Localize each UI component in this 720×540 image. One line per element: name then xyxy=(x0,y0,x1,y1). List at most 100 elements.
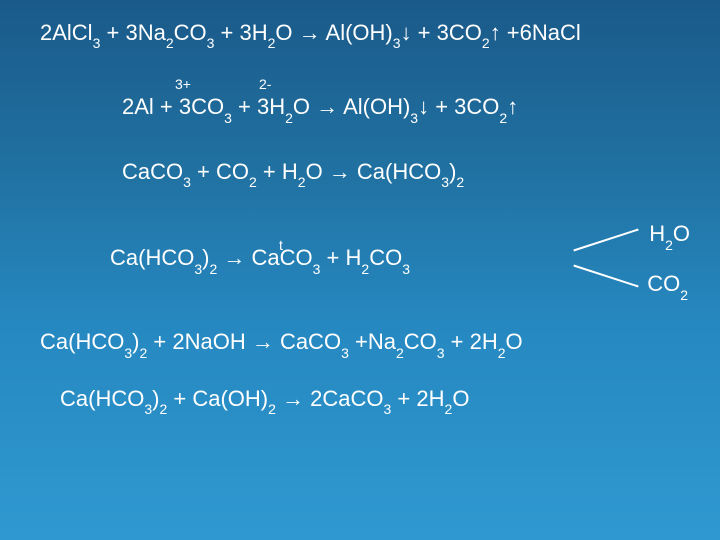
branch-product-bottom: CO2 xyxy=(647,271,688,299)
subscript: 3 xyxy=(313,261,321,277)
text: CO xyxy=(174,20,207,45)
subscript: 3 xyxy=(144,401,152,417)
text: Ca(HCO xyxy=(357,159,441,184)
text: → xyxy=(293,20,326,45)
text: + xyxy=(100,20,125,45)
text: CO xyxy=(216,159,249,184)
charge-right: 2- xyxy=(259,76,271,92)
text: 3Na xyxy=(125,20,165,45)
subscript: 3 xyxy=(341,345,349,361)
text: Ca(HCO xyxy=(60,386,144,411)
text: 2Al xyxy=(122,94,154,119)
text: O xyxy=(452,386,469,411)
subscript: 2 xyxy=(285,110,293,126)
text: + xyxy=(191,159,216,184)
text: O xyxy=(306,159,323,184)
subscript: 3 xyxy=(393,35,401,51)
subscript: 2 xyxy=(249,174,257,190)
equation-1: 2AlCl3 + 3Na2CO3 + 3H2O → Al(OH)3↓ + 3CO… xyxy=(40,20,680,48)
text: O xyxy=(275,20,292,45)
ion-charges: 3+ 2- xyxy=(175,76,680,92)
subscript: 3 xyxy=(183,174,191,190)
equation-6: Ca(HCO3)2 + Ca(OH)2 → 2CaCO3 + 2H2O xyxy=(60,386,680,414)
subscript: 3 xyxy=(224,110,232,126)
subscript: 2 xyxy=(456,174,464,190)
text: + xyxy=(214,20,239,45)
text: → xyxy=(217,245,251,270)
text: + xyxy=(320,245,345,270)
subscript: 2 xyxy=(680,287,688,303)
text: + xyxy=(232,94,257,119)
text: O xyxy=(673,221,690,246)
subscript: 2 xyxy=(499,110,507,126)
equation-4-row: t Ca(HCO3)2 → CaCO3 + H2CO3 H2O CO2 xyxy=(110,227,680,287)
text: + xyxy=(429,94,454,119)
up-arrow: ↑ xyxy=(507,94,518,119)
subscript: 3 xyxy=(441,174,449,190)
up-arrow: ↑ xyxy=(490,20,501,45)
text: + xyxy=(154,94,179,119)
text: H xyxy=(282,159,298,184)
subscript: 3 xyxy=(410,110,418,126)
text: → xyxy=(323,159,357,184)
subscript: 2 xyxy=(268,35,276,51)
subscript: 2 xyxy=(361,261,369,277)
text: + xyxy=(412,20,437,45)
subscript: 3 xyxy=(124,345,132,361)
subscript: 3 xyxy=(93,35,101,51)
text: CaCO xyxy=(122,159,183,184)
text: 2H xyxy=(470,329,498,354)
text: + xyxy=(349,329,368,354)
subscript: 2 xyxy=(445,401,453,417)
subscript: 2 xyxy=(268,401,276,417)
subscript: 2 xyxy=(159,401,167,417)
text: O xyxy=(506,329,523,354)
subscript: 3 xyxy=(402,261,410,277)
text: → xyxy=(310,94,343,119)
text: + xyxy=(147,329,172,354)
branch-product-top: H2O xyxy=(649,221,690,249)
text: Ca(HCO xyxy=(40,329,124,354)
equation-2: 2Al + 3CO3 + 3H2O → Al(OH)3↓ + 3CO2↑ xyxy=(122,94,680,122)
text: → xyxy=(246,329,280,354)
down-arrow: ↓ xyxy=(418,94,429,119)
down-arrow: ↓ xyxy=(401,20,412,45)
text: + xyxy=(445,329,470,354)
text: CaCO xyxy=(252,245,313,270)
charge-left: 3+ xyxy=(175,76,191,92)
text: + xyxy=(257,159,282,184)
text: O xyxy=(293,94,310,119)
text: 3CO xyxy=(437,20,482,45)
text: 2CaCO xyxy=(310,386,383,411)
branch-arrow-down-icon xyxy=(573,265,638,288)
equation-3: CaCO3 + CO2 + H2O → Ca(HCO3)2 xyxy=(122,159,680,187)
subscript: 2 xyxy=(396,345,404,361)
text: 2AlCl xyxy=(40,20,93,45)
text: CO xyxy=(404,329,437,354)
text: 3H xyxy=(257,94,285,119)
subscript: 3 xyxy=(207,35,215,51)
text: 3CO xyxy=(179,94,224,119)
text: 3H xyxy=(239,20,267,45)
subscript: 3 xyxy=(194,261,202,277)
subscript: 3 xyxy=(437,345,445,361)
branch-arrow-up-icon xyxy=(573,229,638,252)
text: H xyxy=(346,245,362,270)
subscript: 2 xyxy=(665,237,673,253)
text: Ca(OH) xyxy=(192,386,268,411)
subscript: 2 xyxy=(209,261,217,277)
text: Na xyxy=(368,329,396,354)
equation-5: Ca(HCO3)2 + 2NaOH → CaCO3 +Na2CO3 + 2H2O xyxy=(40,329,680,357)
subscript: 2 xyxy=(498,345,506,361)
text: → xyxy=(276,386,310,411)
subscript: 2 xyxy=(166,35,174,51)
text: CO xyxy=(369,245,402,270)
text: 2H xyxy=(416,386,444,411)
subscript: 2 xyxy=(139,345,147,361)
text: 6NaCl xyxy=(520,20,581,45)
subscript: 2 xyxy=(482,35,490,51)
text: + xyxy=(167,386,192,411)
text: 3CO xyxy=(454,94,499,119)
text: Al(OH) xyxy=(343,94,410,119)
text: 2NaOH xyxy=(172,329,245,354)
